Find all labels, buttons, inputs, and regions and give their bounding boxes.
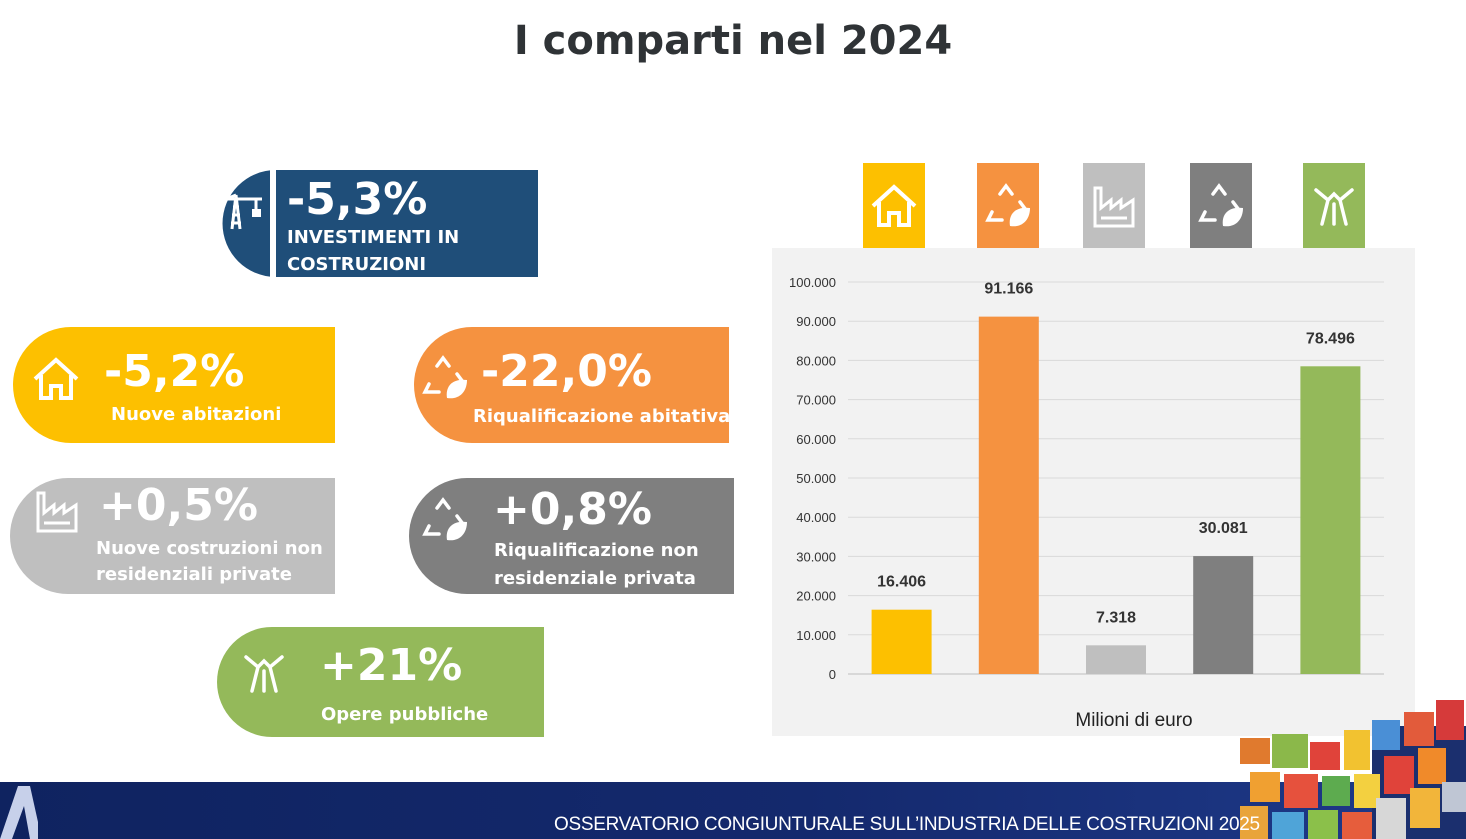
pill-riqualificazione-non-residenziale-label-line1: Riqualificazione non: [494, 540, 699, 561]
y-tick-label: 30.000: [796, 549, 836, 564]
logo-a-icon: [0, 786, 38, 839]
y-tick-label: 100.000: [789, 275, 836, 290]
y-tick-label: 70.000: [796, 393, 836, 408]
factory-icon: [36, 491, 78, 533]
pill-opere-pubbliche-label: Opere pubbliche: [321, 704, 489, 725]
tile-road: [1303, 163, 1365, 249]
y-tick-label: 40.000: [796, 510, 836, 525]
pill-riqualificazione-abitativa-label: Riqualificazione abitativa: [473, 406, 731, 427]
pill-investimenti: -5,3% INVESTIMENTI IN COSTRUZIONI: [206, 170, 538, 277]
pill-investimenti-label-line2: COSTRUZIONI: [287, 254, 427, 275]
tile-factory: [1083, 163, 1145, 249]
pill-nuove-non-residenziali-label-line1: Nuove costruzioni non: [96, 538, 323, 559]
pill-nuove-non-residenziali-shape: [10, 478, 335, 594]
pill-opere-pubbliche: +21% Opere pubbliche: [217, 627, 544, 737]
bar-chart: 0 10.000 20.000 30.000 40.000 50.000 60.000 70.…: [789, 275, 1384, 731]
bar-3: [1086, 645, 1146, 674]
tile-recycle-orange: [977, 163, 1039, 249]
page-title: I comparti nel 2024: [513, 18, 953, 64]
tile-house: [863, 163, 925, 249]
pill-riqualificazione-non-residenziale-percent: +0,8%: [493, 484, 652, 535]
pill-nuove-abitazioni-label: Nuove abitazioni: [111, 404, 282, 425]
pill-nuove-abitazioni: -5,2% Nuove abitazioni: [13, 327, 335, 443]
pill-opere-pubbliche-percent: +21%: [320, 640, 463, 691]
pill-riqualificazione-non-residenziale-label-line2: residenziale privata: [494, 568, 696, 589]
bar-value-label: 91.166: [984, 281, 1033, 298]
house-icon: [33, 357, 79, 400]
pill-riqualificazione-non-residenziale-shape: [409, 478, 734, 594]
pill-riqualificazione-non-residenziale: +0,8% Riqualificazione non residenziale …: [409, 478, 734, 594]
pill-opere-pubbliche-shape: [217, 627, 544, 737]
pill-investimenti-shape: [222, 170, 538, 277]
bar-4: [1193, 556, 1254, 674]
pill-investimenti-percent: -5,3%: [287, 174, 428, 225]
bar-value-label: 7.318: [1096, 609, 1136, 626]
pill-riqualificazione-abitativa-percent: -22,0%: [481, 346, 652, 397]
pill-nuove-abitazioni-shape: [13, 327, 335, 443]
pill-nuove-non-residenziali-percent: +0,5%: [99, 480, 258, 531]
y-tick-label: 80.000: [796, 353, 836, 368]
recycle-leaf-icon: [1198, 183, 1243, 227]
footer-title: OSSERVATORIO CONGIUNTURALE SULL’INDUSTRI…: [554, 814, 1260, 835]
bar-5: [1300, 366, 1361, 674]
factory-icon: [1093, 186, 1135, 228]
pill-riqualificazione-abitativa: -22,0% Riqualificazione abitativa: [414, 327, 731, 443]
bar-1: [871, 609, 932, 674]
bar-value-label: 78.496: [1306, 330, 1355, 347]
footer-bar: [0, 782, 1466, 839]
pill-nuove-non-residenziali-label-line2: residenziali private: [96, 564, 292, 585]
y-tick-label: 50.000: [796, 471, 836, 486]
recycle-leaf-icon: [422, 497, 467, 541]
road-icon: [1314, 188, 1354, 226]
pill-nuove-abitazioni-percent: -5,2%: [104, 346, 245, 397]
pill-riqualificazione-abitativa-shape: [414, 327, 729, 443]
pill-investimenti-label-line1: INVESTIMENTI IN: [287, 227, 460, 248]
bar-2: [978, 316, 1039, 674]
y-tick-label: 0: [829, 667, 836, 682]
x-axis-label: Milioni di euro: [1075, 710, 1192, 731]
y-tick-label: 90.000: [796, 314, 836, 329]
bar-value-label: 30.081: [1199, 520, 1248, 537]
y-tick-label: 20.000: [796, 589, 836, 604]
house-icon: [871, 184, 917, 227]
recycle-leaf-icon: [422, 355, 467, 399]
bar-value-label: 16.406: [877, 574, 926, 591]
pill-nuove-non-residenziali: +0,5% Nuove costruzioni non residenziali…: [10, 478, 335, 594]
road-icon: [244, 655, 284, 693]
colored-cubes-decoration: [1240, 700, 1466, 839]
recycle-leaf-icon: [985, 183, 1030, 227]
tile-recycle-gray: [1190, 163, 1252, 249]
y-tick-label: 10.000: [796, 628, 836, 643]
y-tick-label: 60.000: [796, 432, 836, 447]
crane-icon: [222, 193, 262, 230]
